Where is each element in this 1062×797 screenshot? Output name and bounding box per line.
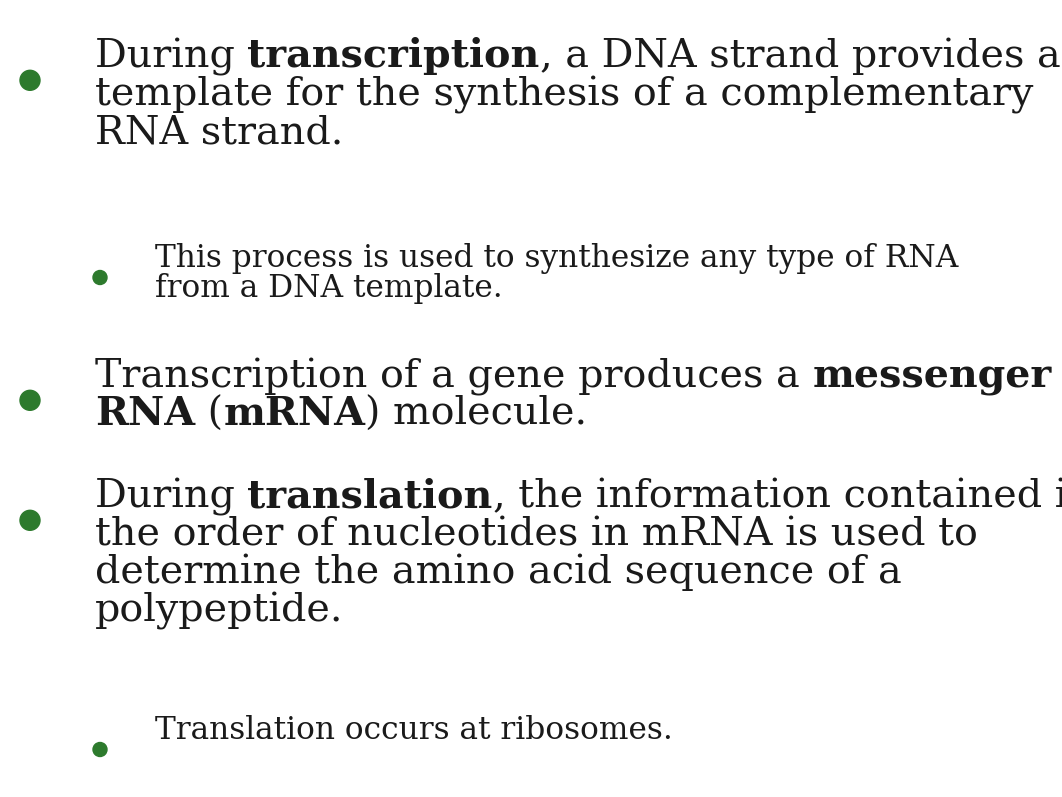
Text: (: (	[195, 396, 223, 433]
Text: transcription: transcription	[247, 37, 539, 75]
Text: During: During	[95, 37, 247, 76]
Circle shape	[93, 743, 107, 756]
Text: ) molecule.: ) molecule.	[365, 396, 587, 433]
Circle shape	[20, 70, 40, 90]
Text: Transcription of a gene produces a: Transcription of a gene produces a	[95, 358, 812, 395]
Circle shape	[20, 510, 40, 530]
Text: from a DNA template.: from a DNA template.	[155, 273, 502, 304]
Text: RNA strand.: RNA strand.	[95, 114, 343, 151]
Text: polypeptide.: polypeptide.	[95, 591, 343, 630]
Circle shape	[20, 391, 40, 410]
Text: determine the amino acid sequence of a: determine the amino acid sequence of a	[95, 553, 902, 591]
Text: the order of nucleotides in mRNA is used to: the order of nucleotides in mRNA is used…	[95, 516, 978, 553]
Text: template for the synthesis of a complementary: template for the synthesis of a compleme…	[95, 76, 1033, 113]
Text: translation: translation	[247, 477, 493, 515]
Circle shape	[93, 270, 107, 285]
Text: , the information contained in: , the information contained in	[493, 478, 1062, 515]
Text: During: During	[95, 477, 247, 516]
Text: messenger: messenger	[812, 358, 1051, 395]
Text: Translation occurs at ribosomes.: Translation occurs at ribosomes.	[155, 715, 672, 746]
Text: mRNA: mRNA	[223, 395, 365, 433]
Text: This process is used to synthesize any type of RNA: This process is used to synthesize any t…	[155, 243, 958, 274]
Text: , a DNA strand provides a: , a DNA strand provides a	[539, 37, 1061, 75]
Text: RNA: RNA	[95, 395, 195, 433]
